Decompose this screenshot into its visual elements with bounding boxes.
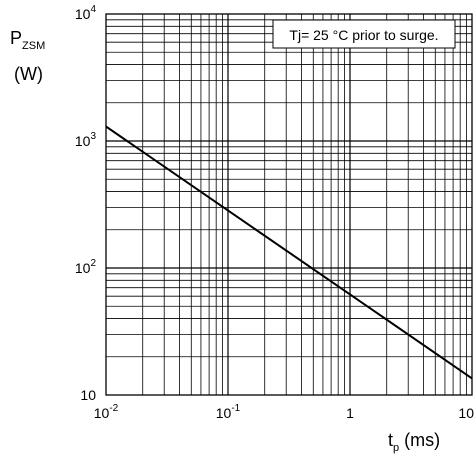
svg-text:tp(ms): tp (ms) xyxy=(388,430,440,454)
y-axis-subscript: ZSM xyxy=(22,40,45,52)
y-tick-label: 103 xyxy=(75,131,97,149)
y-axis-unit: (W) xyxy=(14,64,43,84)
y-axis-symbol: P xyxy=(10,28,22,48)
x-tick-label: 10-2 xyxy=(94,403,119,421)
annotation-box: Tj= 25 °C prior to surge. xyxy=(272,19,456,49)
x-tick-label: 1 xyxy=(346,405,354,421)
y-tick-label: 102 xyxy=(75,258,97,276)
y-tick-label: 104 xyxy=(75,4,97,22)
plot-frame xyxy=(105,13,473,396)
y-tick-label: 10 xyxy=(80,387,96,403)
svg-text:PZSM: PZSM xyxy=(10,28,45,52)
grid xyxy=(106,14,472,395)
y-tick-labels: 10 102 103 104 xyxy=(75,4,97,403)
x-tick-labels: 10-2 10-1 1 10 xyxy=(94,403,474,421)
x-axis-unit: (ms) xyxy=(404,430,440,450)
annotation-text: Tj= 25 °C prior to surge. xyxy=(289,27,438,43)
x-tick-label: 10-1 xyxy=(216,403,241,421)
y-axis-label: PZSM (W) xyxy=(10,28,45,84)
x-axis-subscript: p xyxy=(393,442,399,454)
series-group xyxy=(105,125,473,380)
x-axis-label: tp (ms) xyxy=(388,430,440,454)
x-axis-symbol: t xyxy=(388,430,393,450)
series-line xyxy=(105,125,473,380)
x-tick-label: 10 xyxy=(458,405,474,421)
